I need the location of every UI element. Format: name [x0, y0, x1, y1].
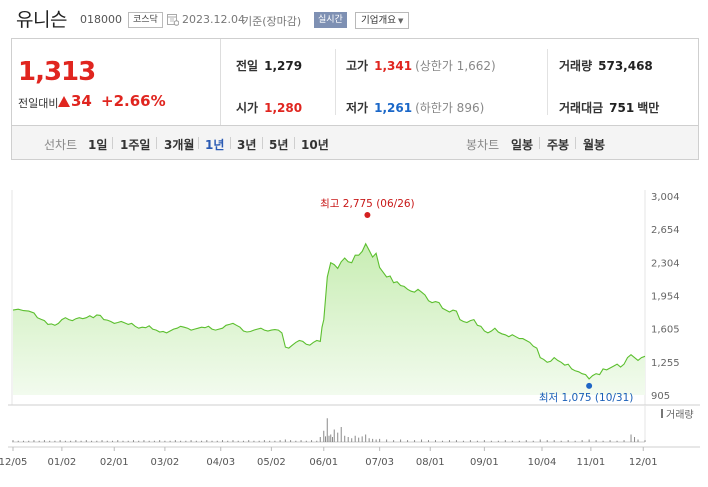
divider	[335, 49, 336, 115]
volume-label: 거래량	[559, 59, 593, 73]
low-marker	[586, 382, 593, 389]
trade-amount-unit: 백만	[637, 101, 660, 115]
high-annotation: 최고 2,775 (06/26)	[320, 198, 415, 210]
x-tick-label: 04/03	[206, 457, 235, 468]
low-price: 저가 1,261 (하한가 896)	[346, 99, 484, 116]
market-badge: 코스닥	[128, 12, 163, 28]
company-overview-button[interactable]: 기업개요 ▼	[355, 12, 410, 29]
y-tick-label: 2,304	[651, 258, 680, 269]
y-tick-label: 1,954	[651, 292, 680, 303]
candle-daily[interactable]: 일봉	[511, 138, 534, 152]
quote-basis: 기준(장마감)	[242, 15, 302, 28]
period-5y[interactable]: 5년	[269, 138, 289, 152]
separator	[156, 137, 157, 149]
period-1w[interactable]: 1주일	[120, 138, 151, 152]
separator	[262, 137, 263, 149]
x-tick-label: 12/01	[629, 457, 658, 468]
chart-period-bar: 선차트 1일 1주일 3개월 1년 3년 5년 10년 봉차트 일봉 주봉 월봉	[11, 125, 699, 160]
period-3y[interactable]: 3년	[237, 138, 257, 152]
open-price: 시가 1,280	[236, 99, 302, 116]
low-value: 1,261	[374, 101, 413, 115]
y-tick-label: 905	[651, 391, 670, 402]
change-amount: 34	[71, 92, 92, 110]
separator	[575, 137, 576, 149]
realtime-badge[interactable]: 실시간	[314, 12, 347, 28]
trade-amount: 거래대금 751 백만	[559, 99, 659, 116]
change-percent: +2.66%	[101, 92, 166, 110]
divider	[547, 49, 548, 115]
x-tick-label: 06/01	[309, 457, 338, 468]
x-tick-label: 02/01	[100, 457, 129, 468]
change-label: 전일대비	[18, 97, 59, 110]
x-tick-label: 05/02	[257, 457, 286, 468]
y-tick-label: 1,255	[651, 358, 680, 369]
price-chart[interactable]: 3,004 2,654 2,304 1,954 1,605 1,255 905 최고 2,7…	[0, 160, 708, 487]
volume-value: 573,468	[598, 59, 653, 73]
trade-amount-value: 751	[609, 101, 635, 115]
high-marker	[364, 212, 371, 218]
stock-code: 018000	[80, 13, 122, 26]
volume-legend-icon	[661, 409, 663, 418]
stock-header: 유니슨 018000 코스닥 2023.12.04 기준(장마감) 실시간 기업…	[0, 0, 708, 38]
quote-panel: 1,313 전일대비 34 +2.66% 전일 1,279 시가 1,280 고가 1…	[11, 38, 699, 125]
separator	[230, 137, 231, 149]
y-tick-label: 3,004	[651, 192, 680, 203]
trade-amount-label: 거래대금	[559, 101, 604, 115]
prev-close-value: 1,279	[264, 59, 303, 73]
separator	[539, 137, 540, 149]
y-tick-label: 1,605	[651, 325, 680, 336]
price-line	[12, 242, 646, 380]
low-annotation: 최저 1,075 (10/31)	[539, 392, 634, 404]
up-arrow-icon	[58, 96, 70, 107]
open-value: 1,280	[264, 101, 303, 115]
stock-name: 유니슨	[16, 9, 67, 31]
volume: 거래량 573,468	[559, 57, 653, 74]
volume-chart: 거래량	[8, 404, 700, 443]
upper-limit: (상한가 1,662)	[415, 59, 496, 73]
x-tick-label: 01/02	[47, 457, 76, 468]
x-axis: 12/05 01/02 02/01 03/02 04/03 05/02 06/01 07/03…	[0, 446, 700, 468]
high-label: 고가	[346, 59, 369, 73]
current-price: 1,313	[18, 57, 96, 87]
line-chart-label: 선차트	[44, 138, 78, 152]
separator	[112, 137, 113, 149]
price-area	[13, 243, 645, 395]
lower-limit: (하한가 896)	[415, 101, 485, 115]
x-tick-label: 10/04	[528, 457, 557, 468]
x-tick-label: 08/01	[416, 457, 445, 468]
y-axis: 3,004 2,654 2,304 1,954 1,605 1,255 905	[651, 192, 680, 402]
period-1d[interactable]: 1일	[88, 138, 108, 152]
low-label: 저가	[346, 101, 369, 115]
chart-annotations: 최고 2,775 (06/26) 최저 1,075 (10/31)	[320, 198, 633, 404]
candle-monthly[interactable]: 월봉	[583, 138, 606, 152]
volume-label: 거래량	[666, 409, 694, 421]
open-label: 시가	[236, 101, 259, 115]
current-price-box: 1,313 전일대비 34 +2.66%	[12, 39, 221, 125]
x-tick-label: 11/01	[576, 457, 605, 468]
chevron-down-icon: ▼	[397, 17, 404, 25]
y-tick-label: 2,654	[651, 225, 680, 236]
period-10y[interactable]: 10년	[301, 138, 329, 152]
period-3m[interactable]: 3개월	[164, 138, 195, 152]
separator	[198, 137, 199, 149]
high-price: 고가 1,341 (상한가 1,662)	[346, 57, 496, 74]
x-tick-label: 12/05	[0, 457, 27, 468]
quote-date: 2023.12.04	[182, 13, 245, 26]
separator	[294, 137, 295, 149]
period-1y[interactable]: 1년	[205, 138, 225, 152]
x-tick-label: 09/01	[470, 457, 499, 468]
prev-close-label: 전일	[236, 59, 259, 73]
candle-chart-label: 봉차트	[466, 138, 500, 152]
high-value: 1,341	[374, 59, 413, 73]
candle-weekly[interactable]: 주봉	[547, 138, 570, 152]
x-tick-label: 07/03	[365, 457, 394, 468]
x-tick-label: 03/02	[150, 457, 179, 468]
prev-close: 전일 1,279	[236, 57, 302, 74]
calendar-icon	[167, 14, 179, 26]
company-overview-label: 기업개요	[361, 15, 396, 26]
